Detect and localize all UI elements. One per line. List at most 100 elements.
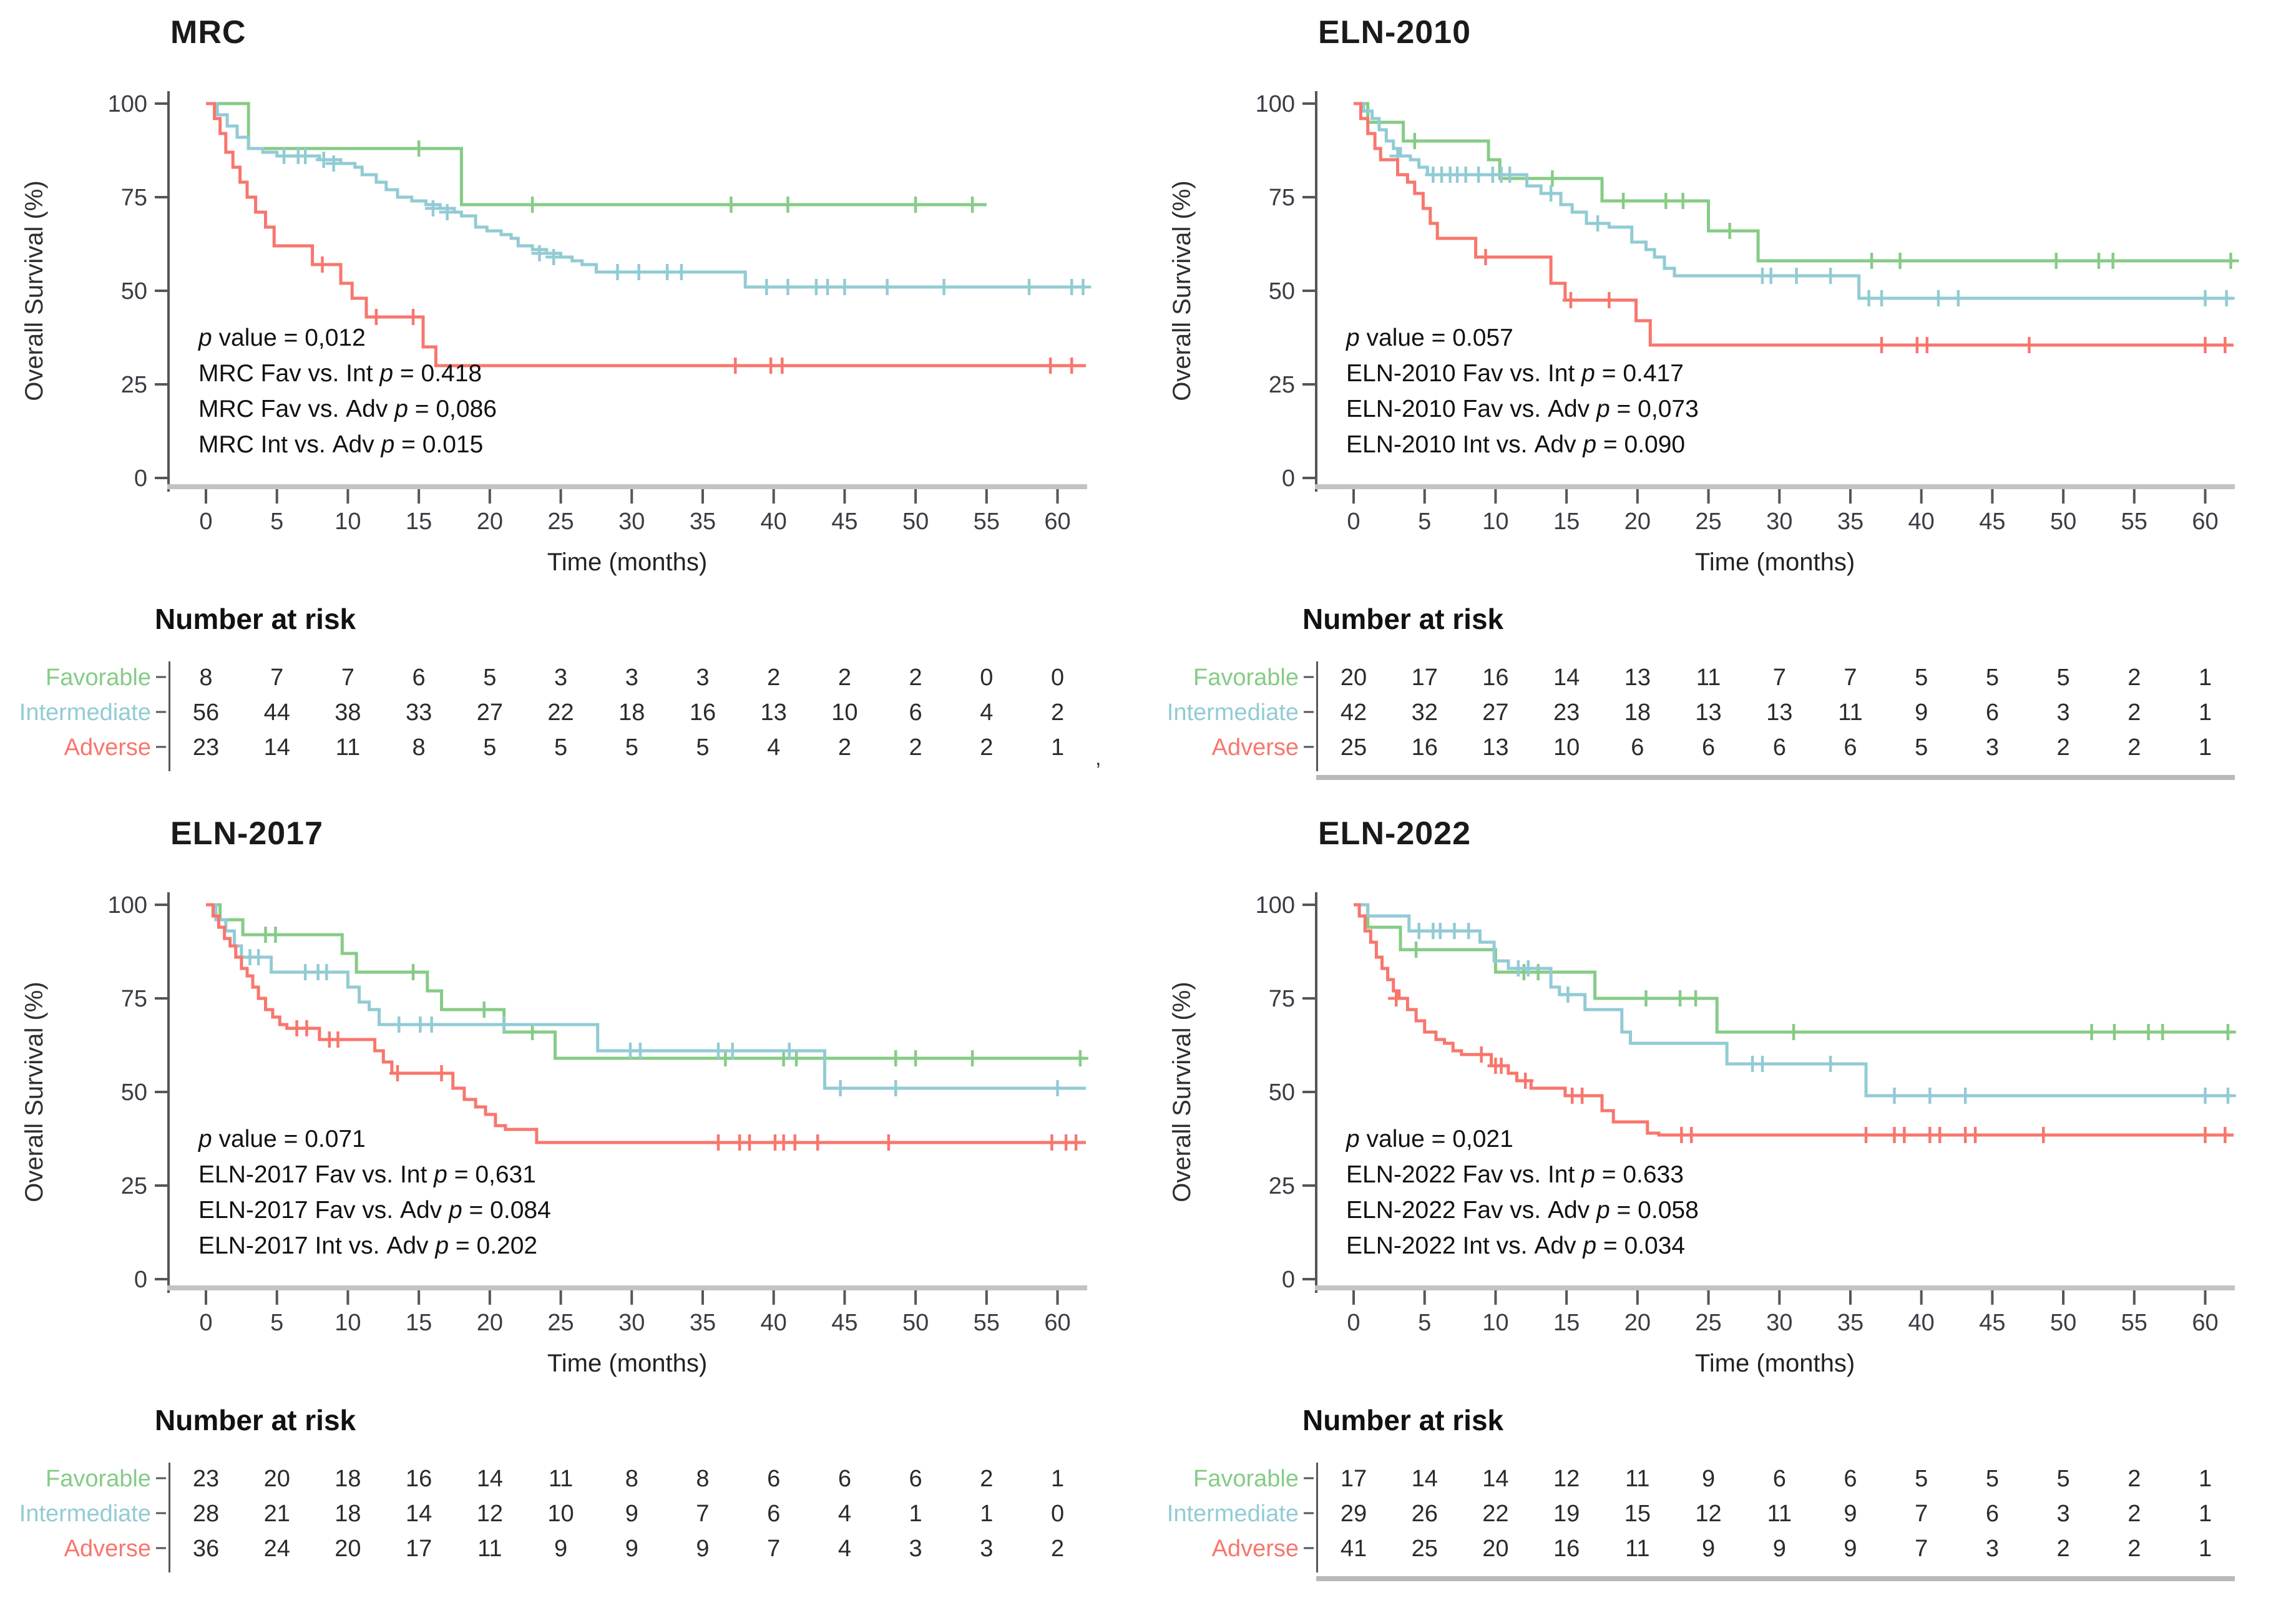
risk-value: 29 [1341,1501,1367,1527]
censor-mark [2083,1024,2100,1040]
risk-value: 15 [1624,1501,1651,1527]
censor-mark [710,1134,726,1151]
censor-mark [774,358,791,374]
risk-value: 6 [909,699,922,726]
censor-mark [1967,1127,1984,1143]
risk-value: 14 [264,734,290,761]
censor-mark [659,264,676,280]
x-tick-label: 35 [690,1310,716,1336]
risk-value: 1 [2199,1466,2212,1492]
risk-value: 2 [838,665,851,691]
y-tick-label: 50 [121,278,147,305]
censor-mark [887,1050,904,1066]
risk-value: 2 [980,1466,993,1492]
risk-value: 14 [1412,1466,1438,1492]
censor-mark [1864,253,1880,269]
censor-mark [724,1043,741,1059]
censor-mark [250,949,267,965]
censor-mark [1517,1073,1534,1089]
risk-value: 18 [618,699,645,726]
risk-bottom-line [1316,1576,2235,1581]
risk-value: 41 [1341,1536,1367,1562]
x-tick-label: 40 [761,1310,787,1336]
x-tick-label: 15 [406,1310,432,1336]
censor-mark [1658,193,1674,209]
risk-value: 16 [1482,665,1508,691]
censor-mark [391,1016,408,1033]
risk-value: 3 [2057,1501,2070,1527]
risk-value: 13 [1482,734,1508,761]
x-tick-label: 60 [1044,509,1070,535]
censor-mark [2197,290,2214,306]
risk-value: 11 [1838,699,1862,726]
risk-axis-line [1316,1463,1318,1572]
censor-mark [276,148,293,164]
risk-value: 2 [909,734,922,761]
risk-value: 38 [335,699,361,726]
x-tick-label: 25 [547,1310,574,1336]
risk-table-header: Number at risk [1302,603,1504,635]
y-tick-label: 50 [1269,278,1295,305]
risk-value: 3 [1986,1536,1999,1562]
risk-value: 9 [625,1536,638,1562]
x-tick-label: 10 [1482,509,1508,535]
risk-value: 13 [1624,665,1651,691]
y-tick-label: 0 [1282,1267,1295,1293]
risk-value: 1 [2199,665,2212,691]
risk-value: 7 [1844,665,1857,691]
km-curve-favorable [206,903,1086,1060]
x-tick-label: 45 [1979,509,2005,535]
risk-value: 10 [1553,734,1580,761]
censor-mark [1574,1088,1591,1104]
pvalue-line: ELN-2017 Fav vs. Int p = 0,631 [198,1161,536,1188]
censor-mark [2106,1024,2123,1040]
censor-mark [781,1043,798,1059]
x-tick-label: 50 [902,1310,929,1336]
y-tick-label: 75 [121,986,147,1012]
censor-mark [1590,215,1606,231]
censor-mark [1042,358,1059,374]
x-axis-line [1315,484,2235,489]
y-tick-label: 100 [1256,91,1295,117]
censor-mark [1683,1127,1700,1143]
x-tick-label: 40 [1908,1310,1935,1336]
censor-mark [2140,1024,2157,1040]
risk-value: 9 [1844,1536,1857,1562]
x-tick-label: 15 [1553,1310,1580,1336]
risk-value: 11 [477,1536,502,1562]
risk-row-label: Intermediate [1167,699,1299,726]
risk-value: 20 [335,1536,361,1562]
risk-value: 12 [1695,1501,1721,1527]
censor-mark [758,279,775,295]
x-tick-label: 25 [1695,509,1721,535]
censor-mark [1918,337,1935,353]
censor-mark [2217,337,2234,353]
censor-mark [2090,253,2107,269]
censor-mark [1873,290,1890,306]
risk-value: 1 [1051,734,1064,761]
censor-mark [710,1043,726,1059]
pvalue-line: p value = 0.071 [198,1126,366,1152]
x-tick-label: 35 [1837,1310,1864,1336]
risk-value: 22 [1482,1501,1508,1527]
censor-mark [1615,193,1632,209]
risk-value: 7 [1915,1536,1928,1562]
x-tick-label: 20 [477,1310,503,1336]
y-tick-label: 100 [108,892,147,918]
x-tick-label: 0 [199,1310,212,1336]
risk-value: 18 [1624,699,1651,726]
y-tick-label: 100 [1256,892,1295,918]
x-tick-label: 40 [1908,509,1935,535]
risk-value: 14 [406,1501,432,1527]
censor-mark [964,1050,981,1066]
risk-value: 6 [1773,734,1786,761]
risk-value: 2 [2127,734,2141,761]
km-plot: Overall Survival (%) 0 25 50 75 100 0 5 10 15 20 25… [1168,91,2239,576]
risk-table-header: Number at risk [1302,1404,1504,1436]
censor-mark [315,152,332,168]
censor-mark [2218,290,2235,306]
censor-mark [1950,290,1966,306]
risk-value: 4 [767,734,780,761]
risk-value: 7 [270,665,283,691]
